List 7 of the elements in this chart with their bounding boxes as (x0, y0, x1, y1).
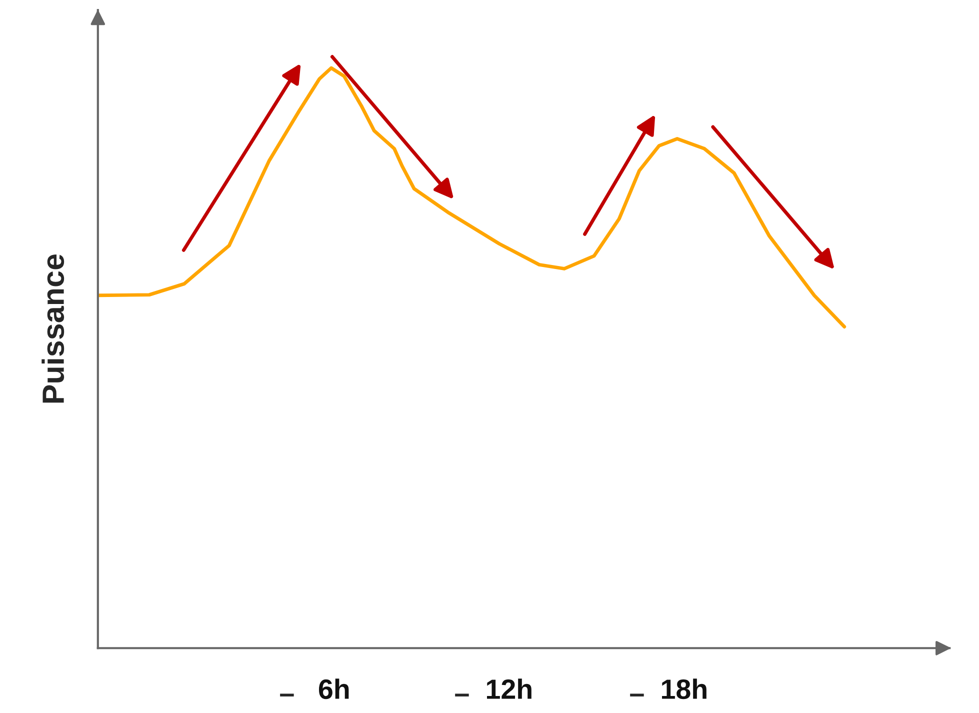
x-tick-label: 6h (318, 678, 349, 700)
text: – (455, 694, 469, 696)
text: – (280, 694, 294, 696)
x-tick-label: 18h (662, 678, 706, 700)
x-tick-label: 12h (487, 678, 532, 699)
text: – (630, 694, 644, 696)
y-axis-title: Puissance (42, 254, 64, 403)
